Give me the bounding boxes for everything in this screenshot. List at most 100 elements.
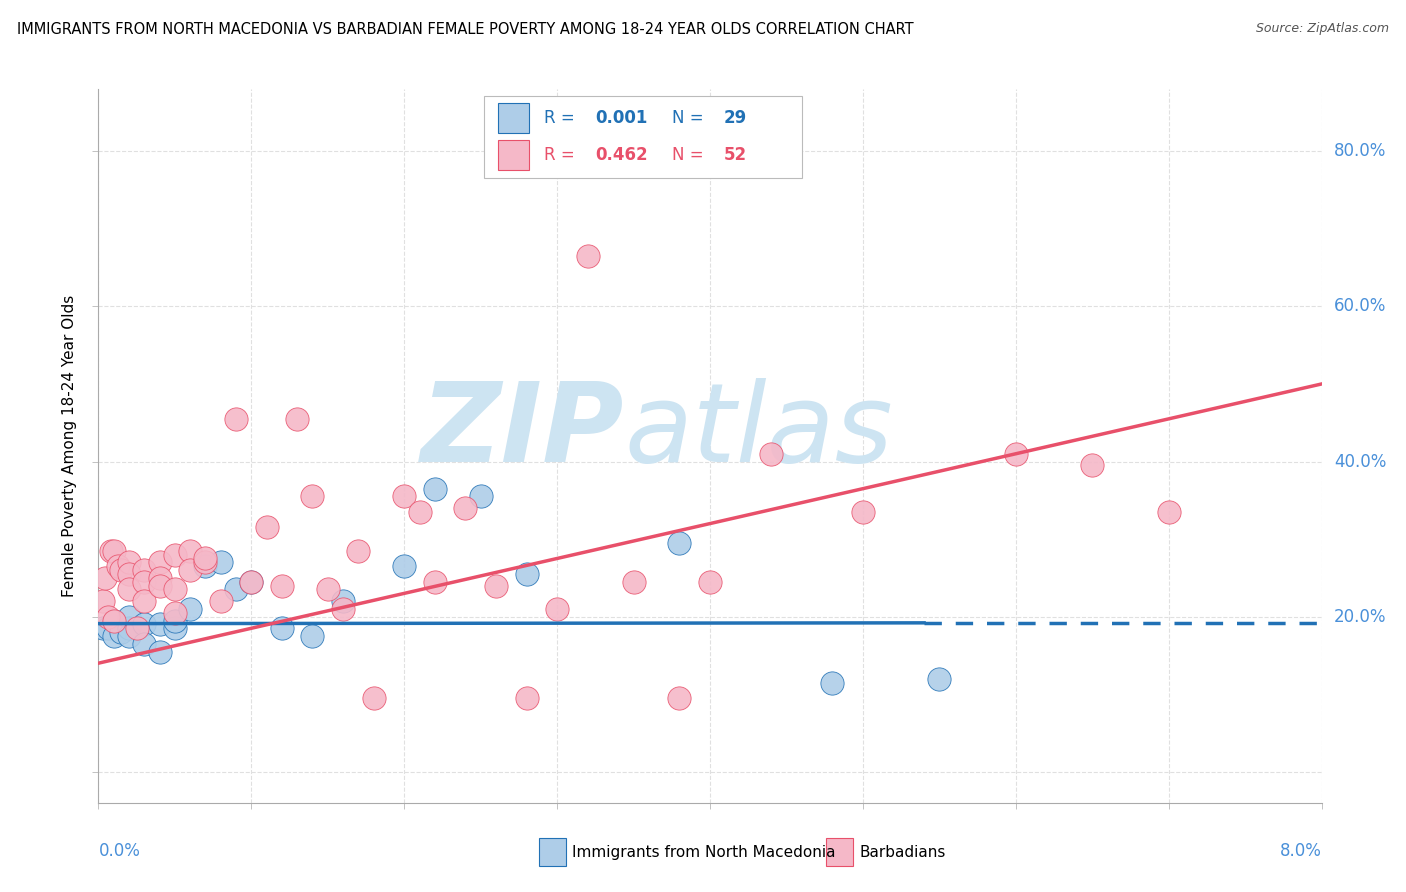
Point	[699, 574, 721, 589]
Point	[110, 563, 132, 577]
Text: 60.0%: 60.0%	[1334, 297, 1386, 316]
Point	[485, 579, 508, 593]
Point	[423, 482, 446, 496]
Point	[759, 447, 782, 461]
Point	[852, 505, 875, 519]
Point	[125, 621, 148, 635]
Point	[209, 594, 232, 608]
Y-axis label: Female Poverty Among 18-24 Year Olds: Female Poverty Among 18-24 Year Olds	[62, 295, 77, 597]
Point	[316, 582, 339, 597]
Point	[149, 579, 172, 593]
Point	[103, 629, 125, 643]
Point	[103, 614, 125, 628]
Point	[100, 543, 122, 558]
FancyBboxPatch shape	[538, 838, 565, 865]
Point	[107, 559, 129, 574]
Point	[546, 602, 568, 616]
Point	[134, 637, 156, 651]
Point	[516, 566, 538, 581]
Text: 0.001: 0.001	[595, 110, 647, 128]
Text: 40.0%: 40.0%	[1334, 452, 1386, 470]
Text: 29: 29	[724, 110, 747, 128]
Point	[97, 621, 120, 635]
Point	[103, 614, 125, 628]
Point	[209, 555, 232, 569]
Point	[91, 621, 114, 635]
Point	[134, 594, 156, 608]
Point	[91, 594, 114, 608]
Text: Source: ZipAtlas.com: Source: ZipAtlas.com	[1256, 22, 1389, 36]
FancyBboxPatch shape	[827, 838, 853, 865]
Point	[118, 555, 141, 569]
Point	[270, 621, 294, 635]
Point	[179, 543, 201, 558]
Point	[285, 412, 308, 426]
Point	[194, 555, 217, 569]
Text: Barbadians: Barbadians	[859, 845, 946, 860]
Point	[134, 617, 156, 632]
Point	[110, 625, 132, 640]
Point	[134, 574, 156, 589]
Point	[163, 621, 186, 635]
FancyBboxPatch shape	[498, 140, 529, 169]
Text: atlas: atlas	[624, 378, 893, 485]
Point	[301, 629, 323, 643]
Text: IMMIGRANTS FROM NORTH MACEDONIA VS BARBADIAN FEMALE POVERTY AMONG 18-24 YEAR OLD: IMMIGRANTS FROM NORTH MACEDONIA VS BARBA…	[17, 22, 914, 37]
Point	[408, 505, 430, 519]
Point	[103, 543, 125, 558]
Point	[576, 249, 599, 263]
Text: 0.462: 0.462	[595, 146, 648, 164]
Point	[668, 536, 690, 550]
Point	[332, 602, 354, 616]
Point	[163, 548, 186, 562]
Text: 8.0%: 8.0%	[1279, 842, 1322, 860]
Text: Immigrants from North Macedonia: Immigrants from North Macedonia	[572, 845, 835, 860]
Text: 52: 52	[724, 146, 747, 164]
Point	[392, 559, 416, 574]
FancyBboxPatch shape	[498, 103, 529, 134]
Text: R =: R =	[544, 146, 579, 164]
Point	[118, 629, 141, 643]
Point	[134, 563, 156, 577]
Point	[118, 582, 141, 597]
Point	[240, 574, 263, 589]
Point	[332, 594, 354, 608]
Point	[1157, 505, 1180, 519]
Point	[149, 617, 172, 632]
Point	[179, 602, 201, 616]
Point	[118, 621, 141, 635]
Point	[392, 490, 416, 504]
Text: ZIP: ZIP	[420, 378, 624, 485]
Point	[149, 571, 172, 585]
Point	[225, 412, 247, 426]
Point	[149, 644, 172, 658]
Point	[516, 691, 538, 706]
Point	[1004, 447, 1026, 461]
Point	[240, 574, 263, 589]
Point	[928, 672, 950, 686]
Point	[347, 543, 370, 558]
Point	[149, 555, 172, 569]
Text: 20.0%: 20.0%	[1334, 607, 1386, 625]
Text: R =: R =	[544, 110, 579, 128]
Point	[163, 606, 186, 620]
Point	[301, 490, 323, 504]
Point	[423, 574, 446, 589]
Point	[470, 490, 492, 504]
Point	[454, 501, 477, 516]
Point	[363, 691, 385, 706]
Text: N =: N =	[672, 110, 709, 128]
Text: 80.0%: 80.0%	[1334, 142, 1386, 161]
Point	[194, 559, 217, 574]
Point	[194, 551, 217, 566]
Point	[163, 582, 186, 597]
Point	[179, 563, 201, 577]
Point	[623, 574, 645, 589]
Point	[163, 614, 186, 628]
Point	[668, 691, 690, 706]
Point	[270, 579, 294, 593]
Point	[118, 566, 141, 581]
Point	[256, 520, 278, 534]
Point	[821, 675, 844, 690]
Text: N =: N =	[672, 146, 709, 164]
